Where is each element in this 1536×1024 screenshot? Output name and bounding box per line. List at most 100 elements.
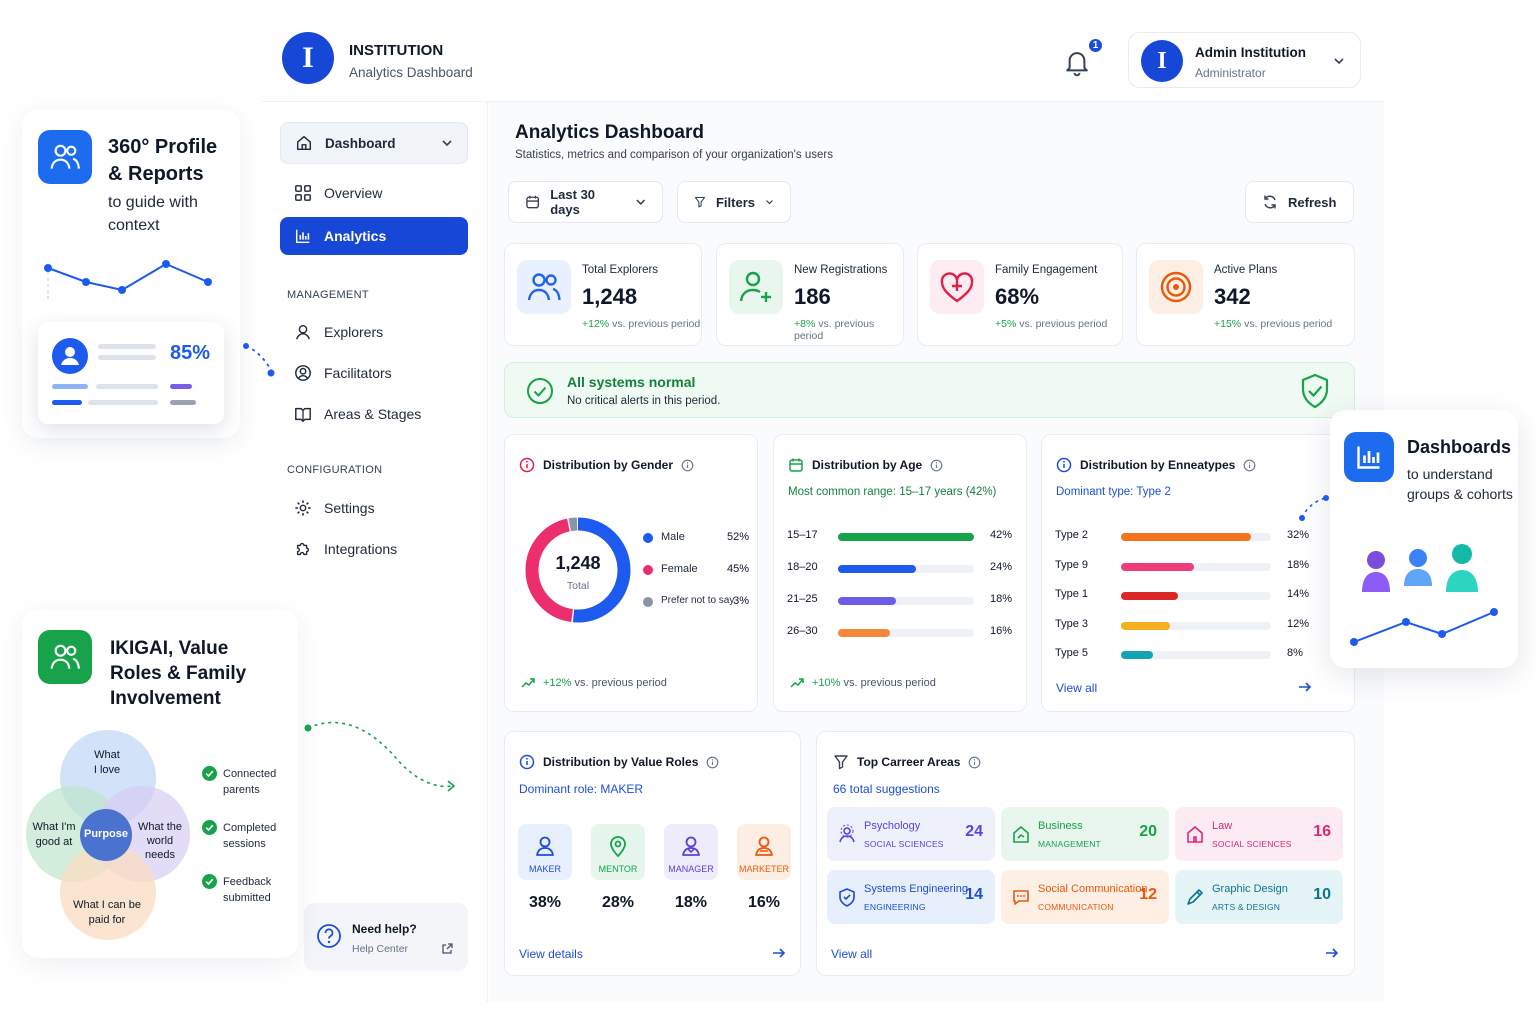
career-area-tile[interactable]: Systems Engineering ENGINEERING 14 <box>827 870 995 924</box>
refresh-button[interactable]: Refresh <box>1245 181 1354 223</box>
bar-track <box>838 533 974 541</box>
info-icon[interactable] <box>706 756 719 769</box>
gear-icon <box>295 500 311 516</box>
enneatypes-view-all-link[interactable]: View all <box>1056 681 1098 695</box>
bar-track <box>838 565 974 573</box>
users-icon <box>50 144 80 169</box>
career-area-tile[interactable]: Social Communication COMMUNICATION 12 <box>1001 870 1169 924</box>
brain-icon <box>839 824 855 843</box>
sidebar-item-overview[interactable]: Overview <box>280 174 468 212</box>
bar-label: Type 5 <box>1055 647 1089 659</box>
career-category: SOCIAL SCIENCES <box>1212 839 1292 849</box>
external-link-icon[interactable] <box>441 943 453 955</box>
kpi-new-registrations: New Registrations 186 +8% vs. previous p… <box>716 243 904 346</box>
user-plus-icon <box>739 271 771 302</box>
kpi-total-explorers: Total Explorers 1,248 +12% vs. previous … <box>504 243 702 346</box>
bar-chart-icon <box>1357 446 1380 469</box>
career-count: 20 <box>1139 823 1157 840</box>
sidebar-item-areas-stages[interactable]: Areas & Stages <box>280 395 468 433</box>
mini-profile-score: 85% <box>170 342 211 364</box>
avatar <box>52 338 88 374</box>
careers-subtitle: 66 total suggestions <box>833 782 940 796</box>
value-role-tile[interactable]: MARKETER <box>737 824 791 880</box>
arrow-right-icon[interactable] <box>772 947 786 959</box>
panel-title: Distribution by Age <box>812 458 923 472</box>
info-icon[interactable] <box>681 459 694 472</box>
bar-row: Type 3 12% <box>1042 618 1354 634</box>
gender-donut-chart <box>525 517 631 623</box>
promo-dashboards-card: Dashboards to understand groups & cohort… <box>1330 410 1518 668</box>
donut-total: 1,248 <box>555 553 601 573</box>
bar-track <box>1121 621 1271 630</box>
career-area-tile[interactable]: Business MANAGEMENT 20 <box>1001 807 1169 861</box>
value-role-percent: 16% <box>747 894 781 911</box>
value-role-percent: 28% <box>601 894 635 911</box>
arrow-right-icon[interactable] <box>1298 681 1312 693</box>
user-menu[interactable]: I Admin Institution Administrator <box>1128 32 1361 88</box>
career-area-tile[interactable]: Psychology SOCIAL SCIENCES 24 <box>827 807 995 861</box>
sidebar-item-facilitators[interactable]: Facilitators <box>280 354 468 392</box>
career-category: COMMUNICATION <box>1038 902 1114 912</box>
sidebar-item-dashboard[interactable]: Dashboard <box>280 122 468 164</box>
bar-label: 15–17 <box>787 529 818 541</box>
bar-row: 21–25 18% <box>774 593 1026 609</box>
home-icon <box>296 135 312 151</box>
promo-profile-desc: to guide with context <box>108 194 198 234</box>
info-icon[interactable] <box>968 756 981 769</box>
bar-label: Type 2 <box>1055 529 1089 541</box>
kpi-family-engagement: Family Engagement 68% +5% vs. previous p… <box>917 243 1123 346</box>
bar-label: 18–20 <box>787 561 818 573</box>
sidebar-item-settings[interactable]: Settings <box>280 489 468 527</box>
kpi-value: 1,248 <box>582 284 638 309</box>
bar-fill <box>838 597 897 605</box>
heart-plus-icon <box>940 272 974 303</box>
system-status-banner: All systems normal No critical alerts in… <box>504 362 1355 418</box>
sidebar-item-analytics[interactable]: Analytics <box>280 217 468 255</box>
legend-dot <box>643 597 653 607</box>
promo-ikigai-card: IKIGAI, Value Roles & Family Involvement… <box>22 610 298 958</box>
bar-track <box>838 597 974 605</box>
career-area-tile[interactable]: Graphic Design ARTS & DESIGN 10 <box>1175 870 1343 924</box>
page-title: Analytics Dashboard <box>515 122 704 143</box>
user-circle-icon <box>295 365 311 381</box>
checklist-item: Feedback submitted <box>223 876 272 904</box>
careers-view-all-link[interactable]: View all <box>831 947 873 961</box>
filters-button[interactable]: Filters <box>677 181 791 223</box>
top-bar: I INSTITUTION Analytics Dashboard 1 I Ad… <box>262 18 1384 102</box>
legend-dot <box>643 533 653 543</box>
help-card[interactable]: Need help? Help Center <box>304 903 468 971</box>
value-role-tile[interactable]: MENTOR <box>591 824 645 880</box>
bar-track <box>1121 592 1271 600</box>
value-role-tile[interactable]: MANAGER <box>664 824 718 880</box>
check-circle-icon <box>202 820 217 835</box>
sidebar-item-integrations[interactable]: Integrations <box>280 530 468 568</box>
venn-center-label: Purpose <box>83 828 128 840</box>
legend-value: 52% <box>726 531 749 543</box>
value-roles-view-details-link[interactable]: View details <box>519 947 583 961</box>
bar-row: 15–17 42% <box>774 529 1026 545</box>
org-name: INSTITUTION <box>349 42 444 59</box>
calendar-icon <box>789 458 803 472</box>
sidebar-item-explorers[interactable]: Explorers <box>280 313 468 351</box>
trend-up-icon <box>790 678 804 688</box>
info-icon[interactable] <box>1243 459 1256 472</box>
value-role-tile[interactable]: MAKER <box>518 824 572 880</box>
chevron-down-icon <box>635 199 645 205</box>
bar-track <box>1121 562 1271 571</box>
value-roles-subtitle: Dominant role: MAKER <box>519 782 644 796</box>
bar-row: 18–20 24% <box>774 561 1026 577</box>
notifications-button[interactable]: 1 <box>1062 37 1104 81</box>
bar-value: 32% <box>1287 529 1310 541</box>
info-icon[interactable] <box>930 459 943 472</box>
date-range-select[interactable]: Last 30 days <box>508 181 663 223</box>
question-icon <box>317 924 341 948</box>
promo-ikigai-title: IKIGAI, Value Roles & Family Involvement <box>110 638 247 709</box>
career-area-tile[interactable]: Law SOCIAL SCIENCES 16 <box>1175 807 1343 861</box>
career-count: 14 <box>965 886 983 903</box>
help-center-link[interactable]: Help Center <box>352 943 409 955</box>
value-roles-panel: Distribution by Value Roles Dominant rol… <box>504 731 801 976</box>
bar-label: 21–25 <box>787 593 818 605</box>
career-name: Systems Engineering <box>864 883 968 895</box>
bar-fill <box>838 533 974 541</box>
arrow-right-icon[interactable] <box>1325 947 1339 959</box>
